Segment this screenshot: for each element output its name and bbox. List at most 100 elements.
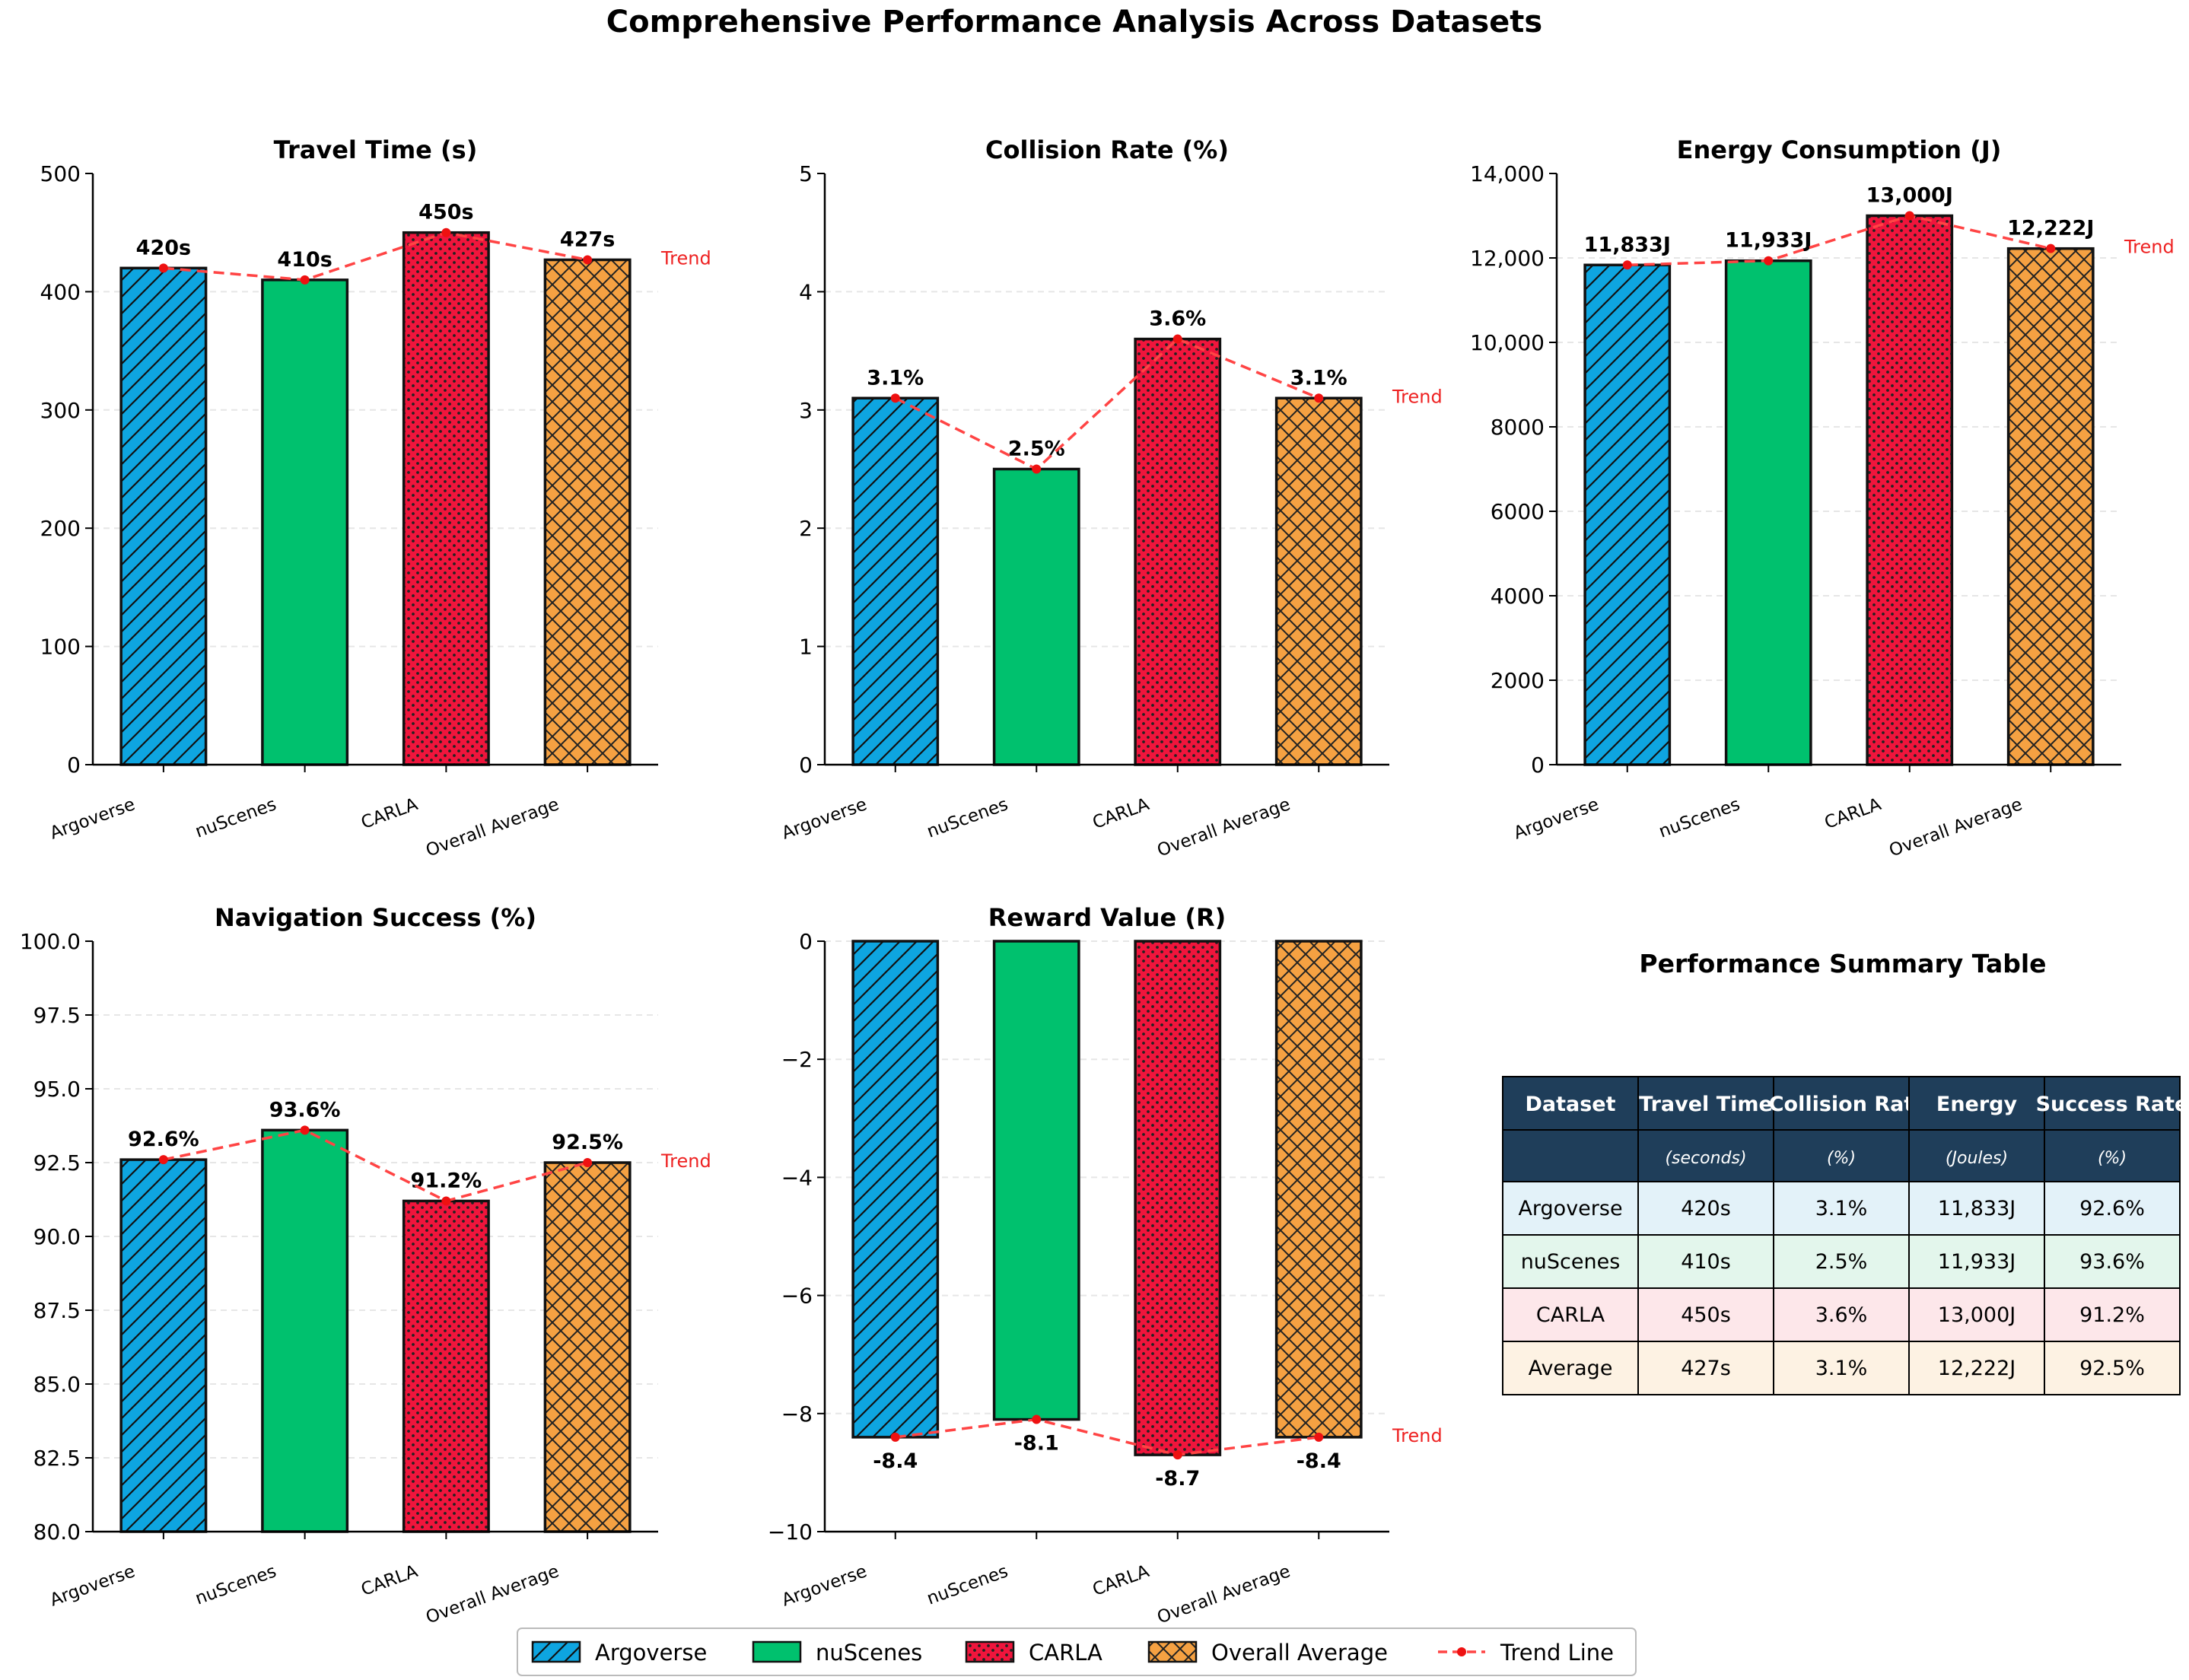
trend-line [1627, 214, 2051, 267]
table-header-label: Collision Rat [1769, 1093, 1914, 1116]
trend-point-overall-average [583, 255, 593, 265]
x-tick-label-argoverse: Argoverse [779, 1561, 870, 1610]
summary-table: Performance Summary Table Dataset Travel … [1502, 949, 2188, 1395]
table-cell-text: 13,000J [1938, 1303, 2016, 1327]
bar-hatch-argoverse [853, 941, 938, 1437]
table-cell [1773, 1287, 1910, 1342]
trend-point-overall-average [2046, 243, 2056, 253]
y-tick-label: 2 [799, 516, 813, 541]
table-cell-text: CARLA [1536, 1303, 1605, 1327]
data-label-overall-average: 12,222J [2007, 217, 2094, 240]
y-tick-label: −6 [781, 1284, 813, 1309]
trend-point-overall-average [1314, 1432, 1324, 1442]
y-tick-label: 82.5 [33, 1446, 81, 1471]
bar-nuscenes [994, 941, 1079, 1420]
bar-hatch-carla [1135, 941, 1220, 1456]
trend-point-overall-average [1314, 393, 1324, 403]
x-tick-label-carla: CARLA [1090, 794, 1152, 833]
table-cell-text: 93.6% [2079, 1250, 2145, 1274]
trend-label: Trend [660, 1150, 711, 1172]
bar-hatch-overall-average [545, 1163, 630, 1532]
legend-label-trend: Trend Line [1500, 1640, 1614, 1666]
y-tick-label: 500 [40, 161, 81, 186]
legend-swatch-outline [1147, 1640, 1198, 1663]
trend-point-carla [1172, 334, 1182, 344]
table-unit-cell [1502, 1129, 1639, 1182]
data-label-argoverse: 3.1% [867, 366, 924, 390]
trend-point-argoverse [158, 1155, 168, 1165]
table-cell [2044, 1341, 2181, 1395]
bar-hatch-argoverse [853, 398, 938, 765]
bar-hatch-carla [403, 232, 489, 765]
x-tick-label-nuscenes: nuScenes [924, 794, 1010, 842]
trend-line [895, 1418, 1319, 1456]
legend-swatch-outline [752, 1640, 802, 1663]
x-tick-label-carla: CARLA [1822, 794, 1884, 833]
trend-point-nuscenes [1032, 1414, 1042, 1424]
legend-hatch-argoverse [533, 1642, 580, 1662]
table-cell [1637, 1341, 1774, 1395]
data-label-overall-average: -8.4 [1297, 1449, 1341, 1473]
trend-label: Trend [1392, 1425, 1443, 1446]
trend-point-carla [1172, 1450, 1182, 1460]
table-cell [1637, 1287, 1774, 1342]
figure-title: Comprehensive Performance Analysis Acros… [606, 5, 1543, 40]
table-unit-label: (Joules) [1946, 1149, 2008, 1168]
data-label-overall-average: 3.1% [1290, 366, 1347, 390]
legend-label-argoverse: Argoverse [595, 1640, 707, 1666]
chart-title-reward: Reward Value (R) [988, 903, 1226, 932]
table-header-cell [1502, 1076, 1639, 1131]
y-tick-label: 4000 [1491, 584, 1545, 609]
data-label-overall-average: 92.5% [552, 1131, 623, 1154]
legend: Argoverse nuScenes CARLA Overall Average Tre… [517, 1628, 1637, 1676]
table-cell-text: nuScenes [1521, 1250, 1621, 1274]
table-cell-text: 91.2% [2079, 1303, 2145, 1327]
legend-swatch-outline [531, 1640, 581, 1663]
table-cell-text: Argoverse [1518, 1197, 1622, 1220]
trend-point-nuscenes [300, 275, 310, 285]
data-label-nuscenes: 11,933J [1725, 229, 1812, 253]
legend-frame [517, 1628, 1637, 1676]
table-cell-text: 3.6% [1815, 1303, 1868, 1327]
trend-line [163, 1128, 588, 1203]
bar-hatch-argoverse [1585, 265, 1670, 765]
trend-point-argoverse [1622, 260, 1632, 270]
y-tick-label: 12,000 [1470, 246, 1545, 271]
chart-success: Navigation Success (%) 80.0 82.5 85.0 87.5 90… [20, 903, 711, 1628]
y-tick-label: −2 [781, 1047, 813, 1072]
table-cell-text: 3.1% [1815, 1357, 1868, 1380]
table-cell-text: 450s [1681, 1303, 1731, 1327]
y-tick-label: 2000 [1491, 668, 1545, 693]
trend-point-carla [441, 1196, 451, 1206]
table-header-label: Travel Time [1639, 1093, 1773, 1116]
table-cell-text: 11,833J [1938, 1197, 2016, 1220]
table-unit-label: (seconds) [1665, 1149, 1746, 1168]
x-tick-label-overall-average: Overall Average [1155, 1561, 1293, 1628]
table-cell-text: 3.1% [1815, 1197, 1868, 1220]
y-tick-label: 0 [67, 752, 81, 778]
trend-label: Trend [1392, 386, 1443, 407]
legend-swatch-trend-marker [1457, 1647, 1466, 1656]
y-tick-label: 3 [799, 398, 813, 423]
y-tick-label: 100 [40, 635, 81, 660]
table-cell-text: 92.5% [2079, 1357, 2145, 1380]
trend-line [163, 231, 588, 282]
y-tick-label: −4 [781, 1165, 813, 1190]
y-tick-label: 5 [799, 161, 813, 186]
table-cell-text: 92.6% [2079, 1197, 2145, 1220]
chart-reward: Reward Value (R) −10 −8 −6 −4 −2 0 -8.4 Argovers… [768, 903, 1443, 1628]
table-title: Performance Summary Table [1639, 949, 2046, 978]
x-tick-label-carla: CARLA [358, 794, 420, 833]
table-cell [1908, 1287, 2045, 1342]
table-cell-text: 11,933J [1938, 1250, 2016, 1274]
x-tick-label-nuscenes: nuScenes [1656, 794, 1742, 842]
x-tick-label-overall-average: Overall Average [423, 1561, 562, 1628]
bar-nuscenes [1726, 260, 1811, 765]
y-tick-label: 8000 [1491, 415, 1545, 440]
x-tick-label-overall-average: Overall Average [1155, 794, 1293, 861]
data-label-argoverse: 11,833J [1584, 233, 1671, 256]
data-label-argoverse: 92.6% [128, 1128, 199, 1151]
x-tick-label-overall-average: Overall Average [423, 794, 562, 861]
data-label-argoverse: -8.4 [873, 1449, 918, 1473]
